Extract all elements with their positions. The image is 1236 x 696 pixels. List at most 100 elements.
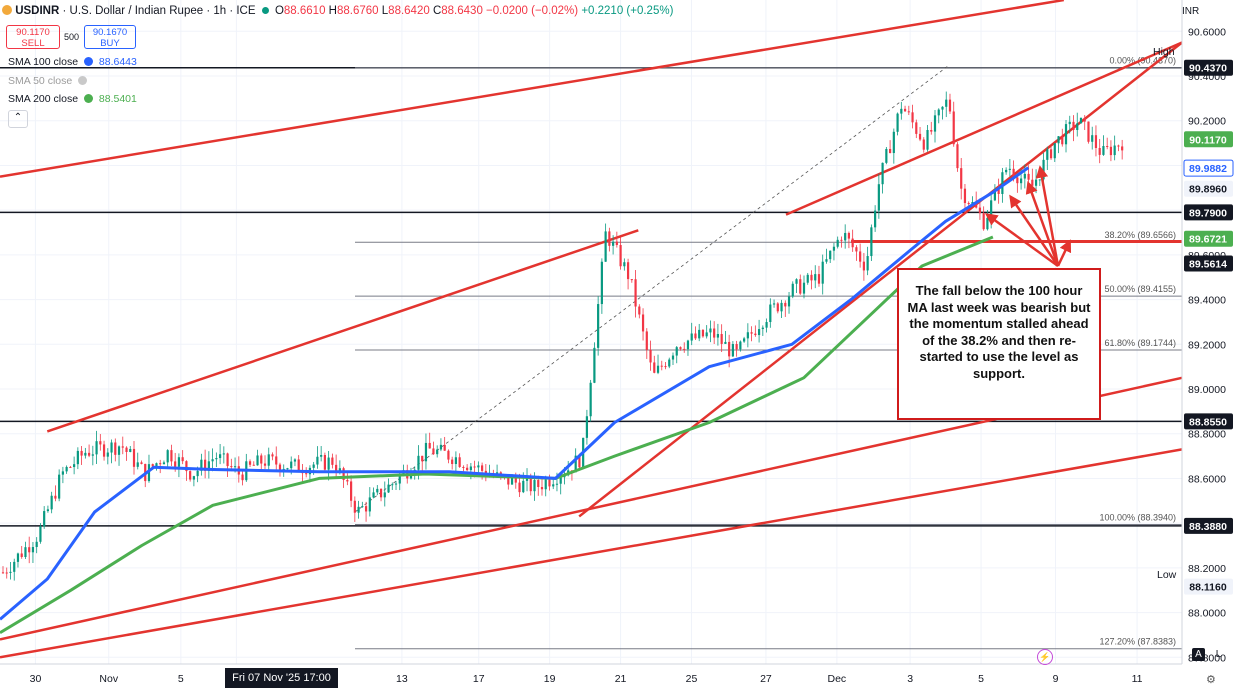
candle-body — [398, 475, 401, 484]
candle-body — [851, 238, 854, 248]
candle-body — [473, 466, 476, 468]
candle-body — [353, 500, 356, 513]
indicator-sma100[interactable]: SMA 100 close 88.6443 — [8, 56, 137, 68]
candle-body — [859, 251, 862, 262]
candle-body — [278, 464, 282, 472]
candle-body — [297, 459, 300, 473]
fib-label: 38.20% (89.6566) — [1104, 230, 1176, 240]
candle-body — [271, 454, 274, 457]
log-scale-button[interactable]: L — [1215, 649, 1222, 660]
candle-body — [174, 461, 177, 467]
candle-body — [638, 306, 641, 315]
price-tag-label: 90.1170 — [1189, 134, 1227, 146]
candle-body — [937, 109, 940, 116]
y-tick-label: 88.6000 — [1188, 473, 1226, 485]
candle-body — [903, 108, 907, 112]
candle-body — [683, 348, 686, 350]
symbol-icon — [2, 5, 12, 15]
price-tags: 90.4370 90.1170 89.9882 89.8960 89.7900 89.67… — [1183, 59, 1234, 595]
buy-button[interactable]: 90.1670 BUY — [84, 25, 136, 49]
candle-body — [275, 456, 278, 465]
y-tick-label: 89.2000 — [1188, 339, 1226, 351]
close-label: C — [432, 5, 442, 17]
candle-body — [1079, 117, 1083, 124]
candle-body — [1121, 146, 1124, 151]
candle-body — [443, 444, 446, 451]
lightning-icon[interactable]: ⚡ — [1037, 649, 1053, 665]
indicator-sma200[interactable]: SMA 200 close 88.5401 — [8, 93, 137, 105]
candle-body — [589, 382, 592, 417]
candle-body — [612, 241, 615, 246]
candle-body — [338, 468, 341, 472]
candle-body — [439, 444, 443, 450]
auto-scale-button[interactable]: A — [1192, 648, 1205, 661]
candle-body — [73, 464, 76, 468]
candle-body — [192, 476, 195, 480]
high-label: H — [328, 5, 337, 17]
candle-body — [840, 239, 843, 241]
candle-body — [829, 250, 832, 260]
candle-body — [162, 462, 166, 465]
support-arrows — [984, 165, 1072, 268]
candle-body — [967, 203, 970, 205]
candle-body — [1102, 146, 1105, 155]
indicator-label: SMA 200 close — [8, 93, 79, 105]
candle-body — [724, 341, 727, 344]
candle-body — [1109, 146, 1113, 156]
sell-button[interactable]: 90.1170 SELL — [6, 25, 60, 49]
collapse-chevron-icon[interactable]: ⌃ — [8, 110, 28, 128]
x-tick-label: 19 — [544, 673, 556, 685]
price-tag — [1183, 159, 1234, 177]
x-tick-label: 5 — [178, 673, 184, 685]
candle-body — [451, 459, 454, 465]
moving-averages — [0, 166, 1030, 634]
candle-body — [248, 461, 252, 465]
candle-body — [432, 448, 435, 455]
candle-body — [1005, 169, 1008, 173]
candle-body — [387, 484, 390, 493]
candle-body — [877, 184, 880, 211]
candle-body — [252, 464, 255, 466]
candle-body — [540, 487, 544, 490]
candle-body — [832, 246, 836, 251]
fib-diagonal-line — [354, 65, 949, 513]
candle-body — [102, 444, 106, 457]
candle-body — [151, 464, 154, 467]
candle-body — [821, 261, 824, 284]
candle-body — [975, 202, 978, 208]
candle-body — [1027, 173, 1030, 180]
fib-label: 61.80% (89.1744) — [1104, 338, 1176, 348]
settings-gear-icon[interactable]: ⚙ — [1206, 674, 1216, 686]
price-tag — [1184, 255, 1233, 272]
candle-body — [825, 259, 828, 262]
indicator-value: 88.5401 — [98, 93, 137, 105]
candle-body — [787, 296, 791, 307]
indicator-sma50[interactable]: SMA 50 close — [8, 75, 90, 87]
candle-body — [13, 561, 16, 572]
candle-body — [537, 480, 540, 488]
candle-body — [836, 239, 839, 247]
indicator-label: SMA 100 close — [8, 56, 79, 68]
price-tag-label: 90.4370 — [1189, 63, 1227, 75]
candle-body — [327, 457, 330, 470]
indicator-value: 88.6443 — [98, 56, 137, 68]
sell-label: SELL — [21, 38, 45, 49]
candle-body — [454, 457, 458, 465]
support-arrow — [984, 213, 1059, 268]
candle-body — [95, 441, 98, 455]
y-tick-label: 89.0000 — [1188, 384, 1226, 396]
candle-body — [316, 456, 319, 465]
candle-body — [99, 441, 102, 445]
candle-body — [256, 455, 259, 466]
candle-body — [1031, 179, 1034, 186]
candle-body — [548, 479, 551, 487]
price-tag-label: 89.8960 — [1189, 184, 1227, 196]
candle-body — [623, 262, 626, 267]
candle-body — [993, 188, 996, 201]
candle-body — [447, 450, 450, 460]
candle-body — [5, 572, 8, 574]
candle-body — [372, 492, 375, 498]
candle-body — [1091, 135, 1094, 142]
candle-body — [290, 461, 293, 469]
